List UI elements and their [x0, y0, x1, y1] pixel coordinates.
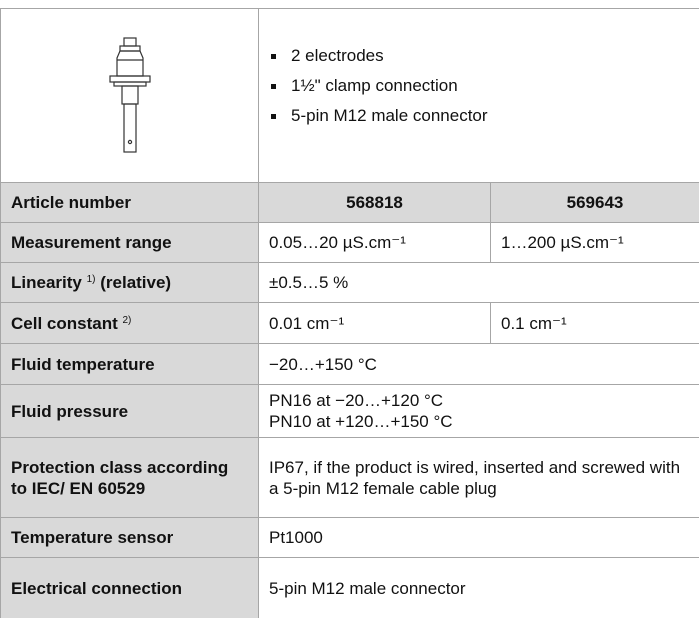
row-label: Cell constant 2)	[0, 302, 259, 344]
footnote-ref: 1)	[86, 274, 96, 285]
row-label: Fluid pressure	[0, 384, 259, 438]
label-text: Electrical connection	[11, 578, 182, 598]
row-label: Electrical connection	[0, 557, 259, 618]
row-label: Article number	[0, 182, 259, 223]
spec-row: Cell constant 2) 0.01 cm⁻¹ 0.1 cm⁻¹	[0, 302, 699, 344]
row-label: Temperature sensor	[0, 517, 259, 558]
spec-table: 2 electrodes 1½" clamp connection 5-pin M1…	[0, 8, 699, 618]
row-label: Protection class according to IEC/ EN 60…	[0, 437, 259, 518]
spec-row: Linearity 1) (relative) ±0.5…5 %	[0, 262, 699, 303]
row-value: −20…+150 °C	[257, 343, 699, 385]
spec-row: Fluid temperature −20…+150 °C	[0, 343, 699, 385]
label-text: Temperature sensor	[11, 528, 174, 547]
spec-row: Protection class according to IEC/ EN 60…	[0, 437, 699, 518]
value-text: 569643	[566, 193, 624, 212]
row-value: ±0.5…5 %	[257, 262, 699, 303]
value-text: 0.1 cm⁻¹	[501, 313, 567, 333]
value-text: 1…200 µS.cm⁻¹	[501, 233, 624, 252]
sensor-icon	[108, 36, 151, 153]
value-text: −20…+150 °C	[269, 354, 377, 374]
row-value: 5-pin M12 male connector	[257, 557, 699, 618]
label-text: Protection class according to IEC/ EN 60…	[11, 457, 229, 498]
label-text: Article number	[11, 193, 131, 212]
header-row: Article number 568818 569643	[0, 182, 699, 223]
value-text: Pt1000	[269, 528, 323, 547]
label-text: Measurement range	[11, 233, 172, 252]
row-value: 1…200 µS.cm⁻¹	[489, 222, 699, 263]
footnote-ref: 2)	[122, 314, 132, 326]
label-text: Linearity	[11, 273, 82, 292]
value-line: PN10 at +120…+150 °C	[269, 412, 453, 431]
spec-row: Temperature sensor Pt1000	[0, 517, 699, 558]
product-row: 2 electrodes 1½" clamp connection 5-pin M1…	[0, 8, 699, 183]
value-text: 0.01 cm⁻¹	[269, 313, 345, 333]
row-label: Linearity 1) (relative)	[0, 262, 259, 303]
value-text: 5-pin M12 male connector	[269, 578, 466, 598]
spec-row: Fluid pressure PN16 at −20…+120 °C PN10 at…	[0, 384, 699, 438]
features-cell: 2 electrodes 1½" clamp connection 5-pin M1…	[257, 8, 699, 183]
row-value: 0.05…20 µS.cm⁻¹	[258, 222, 491, 263]
row-label: Measurement range	[0, 222, 259, 263]
row-value: 569643	[489, 182, 699, 223]
label-text: Cell constant	[11, 313, 118, 333]
value-text: 568818	[346, 193, 403, 212]
spec-row: Measurement range 0.05…20 µS.cm⁻¹ 1…200 µS…	[0, 222, 699, 263]
feature: 2 electrodes	[269, 45, 689, 67]
label-text: Fluid temperature	[11, 354, 155, 374]
label-text: Fluid pressure	[11, 401, 129, 421]
value-line: PN16 at −20…+120 °C	[269, 391, 444, 410]
row-value: 568818	[258, 182, 491, 223]
product-image-cell	[0, 8, 259, 183]
row-value: 0.1 cm⁻¹	[489, 302, 699, 344]
feature: 1½" clamp connection	[269, 75, 689, 97]
label-text: (relative)	[100, 273, 172, 292]
feature-list: 2 electrodes 1½" clamp connection 5-pin M1…	[269, 45, 689, 127]
feature: 5-pin M12 male connector	[269, 105, 689, 127]
value-text: 0.05…20 µS.cm⁻¹	[269, 233, 406, 252]
value-text: IP67, if the product is wired, inserted …	[269, 457, 681, 498]
value-text: ±0.5…5 %	[269, 273, 349, 292]
row-value: IP67, if the product is wired, inserted …	[257, 437, 699, 518]
row-label: Fluid temperature	[0, 343, 259, 385]
spec-row: Electrical connection 5-pin M12 male conn…	[0, 557, 699, 618]
row-value: 0.01 cm⁻¹	[258, 302, 491, 344]
row-value: PN16 at −20…+120 °C PN10 at +120…+150 °C	[257, 384, 699, 438]
row-value: Pt1000	[257, 517, 699, 558]
